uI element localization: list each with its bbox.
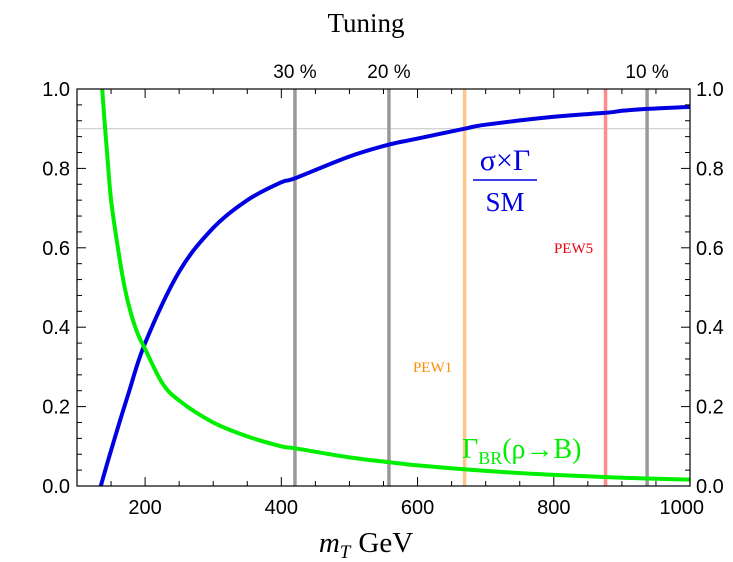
vertical-lines [293,89,649,486]
y-tick-label-right-0: 0.0 [696,476,724,498]
legend-sigma-gamma-numerator: σ×Γ [480,144,530,177]
x-axis-label: mT GeV [319,527,413,562]
legend-gamma-br-sub: BR [478,448,502,468]
x-axis-label-sub: T [340,542,352,562]
x-tick-label-1000: 1000 [660,497,705,519]
series-gamma-br-line [100,88,691,482]
y-tick-label-right-0.6: 0.6 [696,238,724,260]
series-sigma-gamma-line [98,104,691,487]
axis-ticks [77,88,691,487]
y-tick-label-left-0.4: 0.4 [42,317,70,339]
legend-gamma-br: ΓBR(ρ→B) [462,434,582,468]
x-axis-label-unit: GeV [358,527,413,559]
legend-sigma-gamma-denominator: SM [485,187,524,217]
bound-label-pew1: PEW1 [413,360,452,376]
y-tick-label-right-0.8: 0.8 [696,158,724,180]
chart-title: Tuning [327,8,404,38]
legend-sigma-gamma: σ×Γ SM [473,144,537,217]
x-tick-label-400: 400 [265,497,298,519]
y-tick-label-left-0.2: 0.2 [42,397,70,419]
y-tick-label-left-0.6: 0.6 [42,238,70,260]
legend-gamma-br-args: (ρ→B) [502,434,581,465]
x-tick-label-600: 600 [401,497,434,519]
series-lines [98,88,691,487]
x-tick-label-200: 200 [128,497,161,519]
legend-gamma-br-main: Γ [462,434,478,465]
y-tick-label-right-1: 1.0 [696,79,724,101]
y-tick-label-left-0: 0.0 [42,476,70,498]
x-axis-label-var: m [319,527,340,559]
y-tick-label-right-0.2: 0.2 [696,397,724,419]
y-tick-label-left-0.8: 0.8 [42,158,70,180]
bound-label-pew5: PEW5 [554,241,593,257]
tuning-label-10pct: 10 % [625,62,668,83]
x-tick-label-800: 800 [537,497,570,519]
y-tick-label-right-0.4: 0.4 [696,317,724,339]
y-tick-label-left-1: 1.0 [42,79,70,101]
tuning-label-30pct: 30 % [273,62,316,83]
tuning-label-20pct: 20 % [367,62,410,83]
